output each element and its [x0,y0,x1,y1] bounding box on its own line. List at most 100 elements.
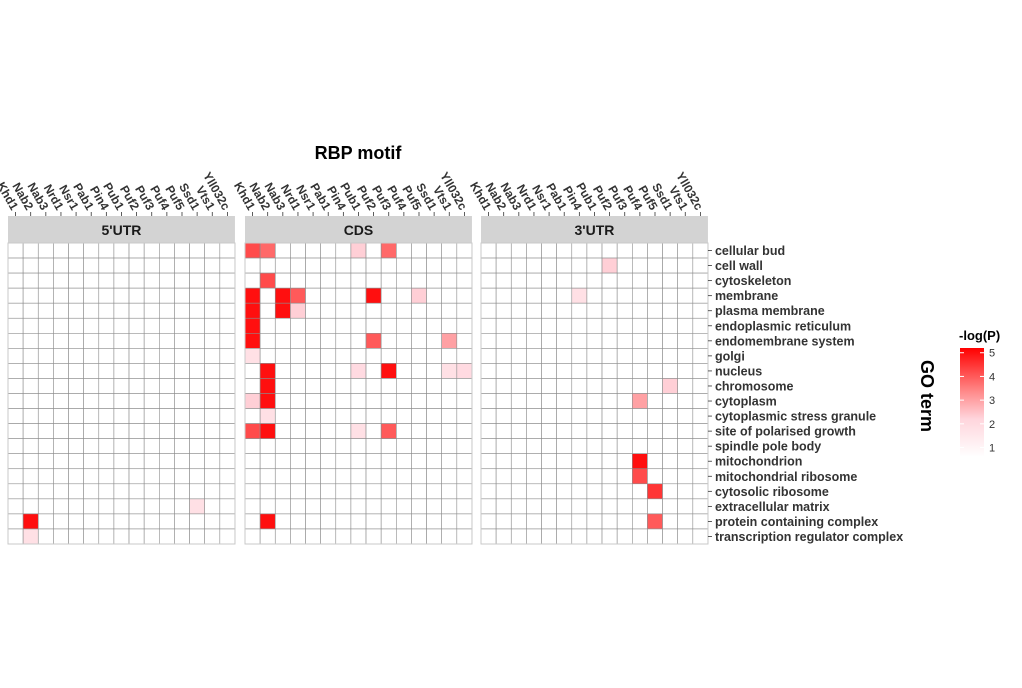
heatmap-cell [305,363,321,379]
heatmap-cell [601,423,618,439]
heatmap-cell [616,332,633,349]
heatmap-cell [395,287,412,304]
heatmap-cell [571,393,588,409]
heatmap-cell [350,483,367,500]
heatmap-cell [631,438,648,454]
panel-border [244,242,473,545]
heatmap-cell [274,272,291,289]
heatmap-cell [113,528,130,545]
heatmap-cell [631,498,648,515]
heatmap-cell [244,378,261,394]
heatmap-cell [219,363,236,379]
heatmap-cell [259,408,276,424]
heatmap-cell [335,272,352,289]
heatmap-cell [441,257,458,274]
heatmap-cell [495,332,512,349]
heatmap-cell [601,332,618,349]
heatmap-cell [647,513,663,530]
heatmap-cell [662,438,678,454]
heatmap-cell [189,287,205,304]
heatmap-cell [305,272,321,289]
heatmap-cell [350,408,367,424]
heatmap-cell [495,257,512,274]
heatmap-cell [189,272,205,289]
heatmap-cell [526,363,542,379]
heatmap-cell [174,272,190,289]
heatmap-cell [143,498,160,515]
heatmap-cell [83,468,100,485]
y-tick-label: mitochondrial ribosome [715,470,857,484]
heatmap-cell [219,302,236,319]
heatmap-cell [426,332,442,349]
heatmap-cell [98,257,115,274]
heatmap-cell [350,287,367,304]
heatmap-cell [692,287,709,304]
heatmap-cell [495,423,512,439]
heatmap-cell [290,378,306,394]
heatmap-cell [480,363,497,379]
heatmap-cell [510,408,527,424]
heatmap-cell [441,317,458,334]
heatmap-cell [571,513,588,530]
heatmap-cell [480,528,497,545]
heatmap-cell [350,513,367,530]
y-axis-title: GO term [917,360,937,432]
heatmap-cell [174,242,190,259]
heatmap-cell [616,302,633,319]
heatmap-cell [411,438,427,454]
y-tick-label: cell wall [715,259,763,273]
heatmap-cell [143,438,160,454]
heatmap-cell [662,408,678,424]
heatmap-cell [335,453,352,470]
heatmap-cell [320,438,337,454]
heatmap-cell [495,393,512,409]
heatmap-cell [37,423,54,439]
heatmap-cell [290,468,306,485]
heatmap-cell [7,257,24,274]
heatmap-cell [380,423,397,439]
heatmap-cell [601,528,618,545]
y-tick-label: protein containing complex [715,515,878,529]
heatmap-cell [426,498,442,515]
heatmap-cell [259,393,276,409]
heatmap-cell [571,423,588,439]
heatmap-cell [662,302,678,319]
heatmap-cell [7,242,24,259]
heatmap-cell [480,302,497,319]
heatmap-cell [290,423,306,439]
heatmap-cell [441,348,458,364]
heatmap-cell [189,483,205,500]
heatmap-cell [37,287,54,304]
heatmap-cell [98,332,115,349]
heatmap-cell [204,483,221,500]
heatmap-cell [692,453,709,470]
heatmap-cell [259,302,276,319]
heatmap-cell [571,332,588,349]
heatmap-cell [22,423,39,439]
heatmap-cell [495,302,512,319]
heatmap-cell [174,498,190,515]
heatmap-cell [219,498,236,515]
heatmap-cell [83,348,100,364]
heatmap-cell [395,317,412,334]
heatmap-cell [365,408,382,424]
heatmap-cell [662,317,678,334]
heatmap-cell [586,317,603,334]
heatmap-cell [53,513,69,530]
heatmap-cell [68,528,84,545]
heatmap-cell [7,528,24,545]
heatmap-cell [647,363,663,379]
heatmap-cell [456,317,473,334]
heatmap-cell [113,483,130,500]
heatmap-cell [189,393,205,409]
heatmap-cell [204,242,221,259]
heatmap-cell [159,408,175,424]
heatmap-cell [556,423,573,439]
heatmap-cell [631,317,648,334]
heatmap-cell [83,408,100,424]
heatmap-cell [320,423,337,439]
heatmap-cell [586,332,603,349]
heatmap-cell [244,408,261,424]
heatmap-cell [616,483,633,500]
heatmap-cell [510,378,527,394]
